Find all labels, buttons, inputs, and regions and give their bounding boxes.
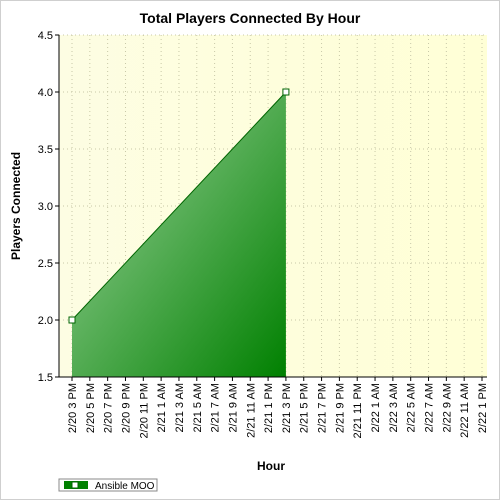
- x-tick-label: 2/21 11 AM: [245, 383, 257, 438]
- x-tick-label: 2/21 5 PM: [299, 383, 311, 433]
- y-axis-ticks: 1.5 2.0 2.5 3.0 3.5 4.0 4.5: [38, 30, 59, 384]
- x-tick-label: 2/21 1 PM: [263, 383, 275, 433]
- x-tick-label: 2/20 3 PM: [67, 383, 79, 433]
- x-tick-label: 2/21 9 PM: [334, 383, 346, 433]
- data-point-marker: [282, 88, 290, 96]
- x-tick-label: 2/20 5 PM: [85, 383, 97, 433]
- x-tick-label: 2/21 3 PM: [281, 383, 293, 433]
- x-tick-label: 2/20 9 PM: [120, 383, 132, 433]
- y-tick-label: 2.5: [38, 258, 53, 270]
- y-tick-label: 2.0: [38, 315, 53, 327]
- legend-marker-icon: [71, 481, 79, 489]
- y-tick-label: 4.0: [38, 87, 53, 99]
- x-tick-label: 2/22 7 AM: [424, 383, 436, 433]
- y-axis-label: Players Connected: [9, 152, 23, 260]
- x-tick-label: 2/22 3 AM: [388, 383, 400, 433]
- area-fill: [72, 92, 286, 377]
- y-tick-label: 3.5: [38, 144, 53, 156]
- x-tick-label: 2/21 1 AM: [156, 383, 168, 433]
- chart-title: Total Players Connected By Hour: [140, 10, 361, 26]
- x-tick-label: 2/22 1 AM: [370, 383, 382, 433]
- x-tick-label: 2/22 9 AM: [441, 383, 453, 433]
- y-tick-label: 1.5: [38, 372, 53, 384]
- x-tick-label: 2/21 9 AM: [227, 383, 239, 433]
- x-tick-label: 2/22 1 PM: [477, 383, 489, 433]
- x-tick-label: 2/20 7 PM: [103, 383, 115, 433]
- x-tick-label: 2/20 11 PM: [138, 383, 150, 438]
- x-tick-label: 2/21 5 AM: [192, 383, 204, 433]
- x-tick-label: 2/21 7 PM: [317, 383, 329, 433]
- legend-series-label: Ansible MOO: [95, 481, 155, 492]
- x-tick-label: 2/21 7 AM: [210, 383, 222, 433]
- x-axis-label: Hour: [257, 459, 285, 473]
- y-tick-label: 3.0: [38, 201, 53, 213]
- area-series: [68, 88, 290, 377]
- series-line: [71, 91, 287, 321]
- x-tick-label: 2/22 5 AM: [406, 383, 418, 433]
- x-tick-label: 2/21 3 AM: [174, 383, 186, 433]
- x-axis-ticks: 2/20 3 PM 2/20 5 PM 2/20 7 PM 2/20 9 PM 2/20…: [67, 377, 489, 438]
- legend: Ansible MOO: [58, 478, 158, 492]
- y-tick-label: 4.5: [38, 30, 53, 42]
- data-point-marker: [68, 316, 76, 324]
- x-tick-label: 2/21 11 PM: [352, 383, 364, 438]
- x-tick-label: 2/22 11 AM: [459, 383, 471, 438]
